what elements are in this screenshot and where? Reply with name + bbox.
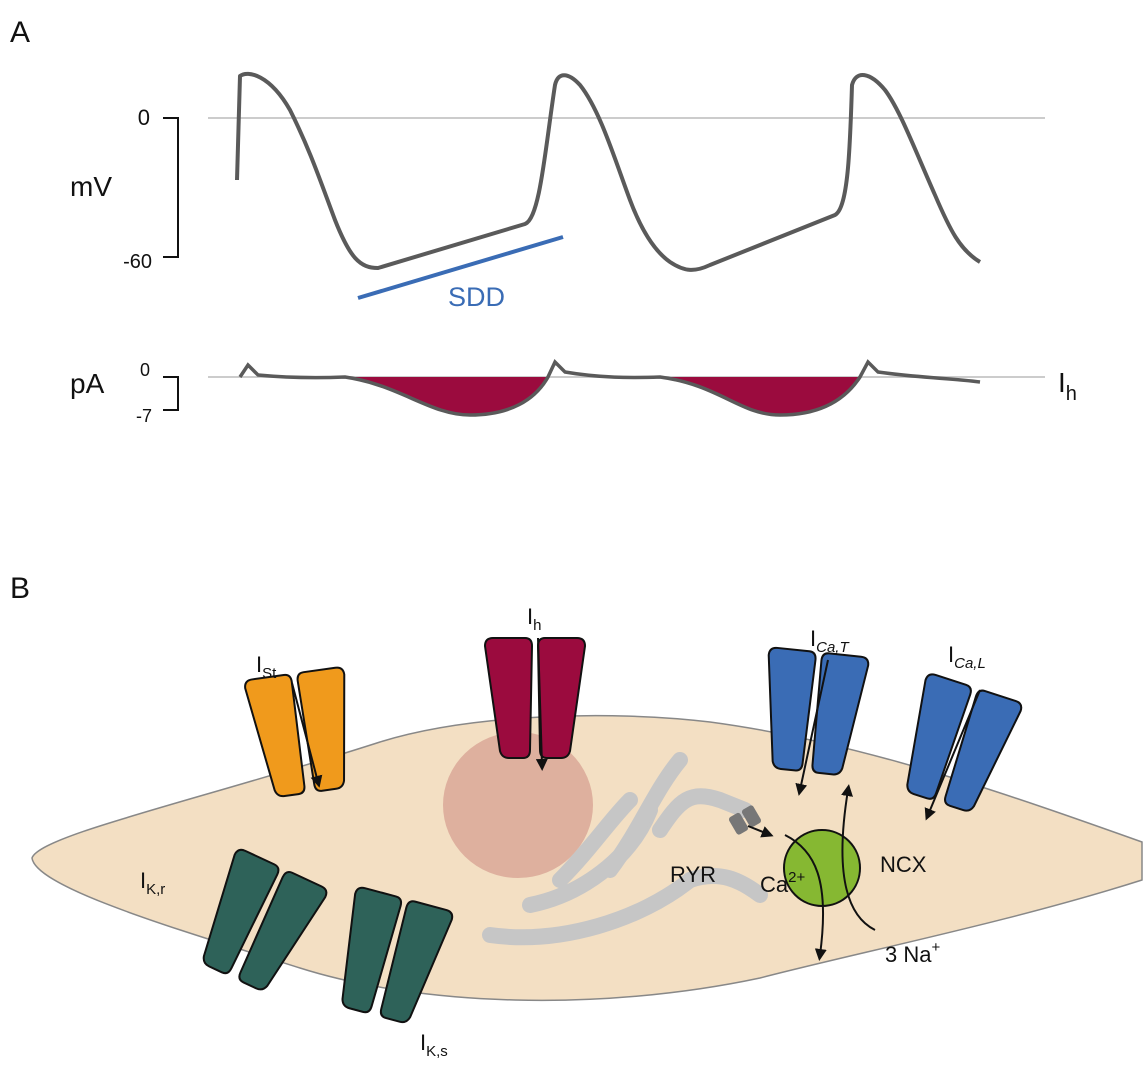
channel-label: ICa,L — [948, 642, 986, 672]
label-base: 3 Na — [885, 942, 932, 967]
label-sub: h — [1066, 383, 1077, 405]
trace-label: Ih — [1058, 367, 1077, 405]
ncx-label: NCX — [880, 852, 927, 877]
label-sub: St — [262, 665, 277, 682]
unit-label: mV — [70, 171, 112, 202]
scale-bar — [163, 377, 178, 410]
scale-bar — [163, 118, 178, 257]
label-sup: 2+ — [788, 869, 805, 886]
scale-label: -60 — [123, 251, 152, 273]
label-sub: h — [533, 617, 541, 634]
sdd-label: SDD — [448, 282, 505, 312]
label-base: I — [1058, 367, 1066, 398]
label-sub: K,r — [146, 881, 165, 898]
panel-label: B — [10, 572, 30, 605]
label-sup: + — [931, 939, 940, 956]
ryr-label: RYR — [670, 862, 716, 887]
scale-label: 0 — [140, 360, 150, 380]
label-sub: Ca,L — [954, 655, 986, 672]
sodium-label: 3 Na+ — [885, 939, 940, 967]
scale-label: 0 — [138, 105, 150, 130]
current-trace — [240, 362, 980, 415]
label-sub: Ca,T — [816, 639, 850, 656]
scale-label: -7 — [136, 406, 152, 426]
unit-label: pA — [70, 368, 105, 399]
figure: A 0 mV -60 SDD 0 pA -7 Ih B I St Ih ICa,T… — [0, 0, 1145, 1073]
channel-label: ICa,T — [810, 626, 850, 656]
channel-label: IK,s — [420, 1030, 448, 1060]
action-potential-trace — [237, 74, 980, 270]
channel-label: Ih — [527, 604, 541, 634]
panel-label: A — [10, 16, 30, 49]
label-base: Ca — [760, 872, 789, 897]
label-sub: K,s — [426, 1043, 448, 1060]
page: A 0 mV -60 SDD 0 pA -7 Ih B I St Ih ICa,T… — [0, 0, 1145, 1073]
